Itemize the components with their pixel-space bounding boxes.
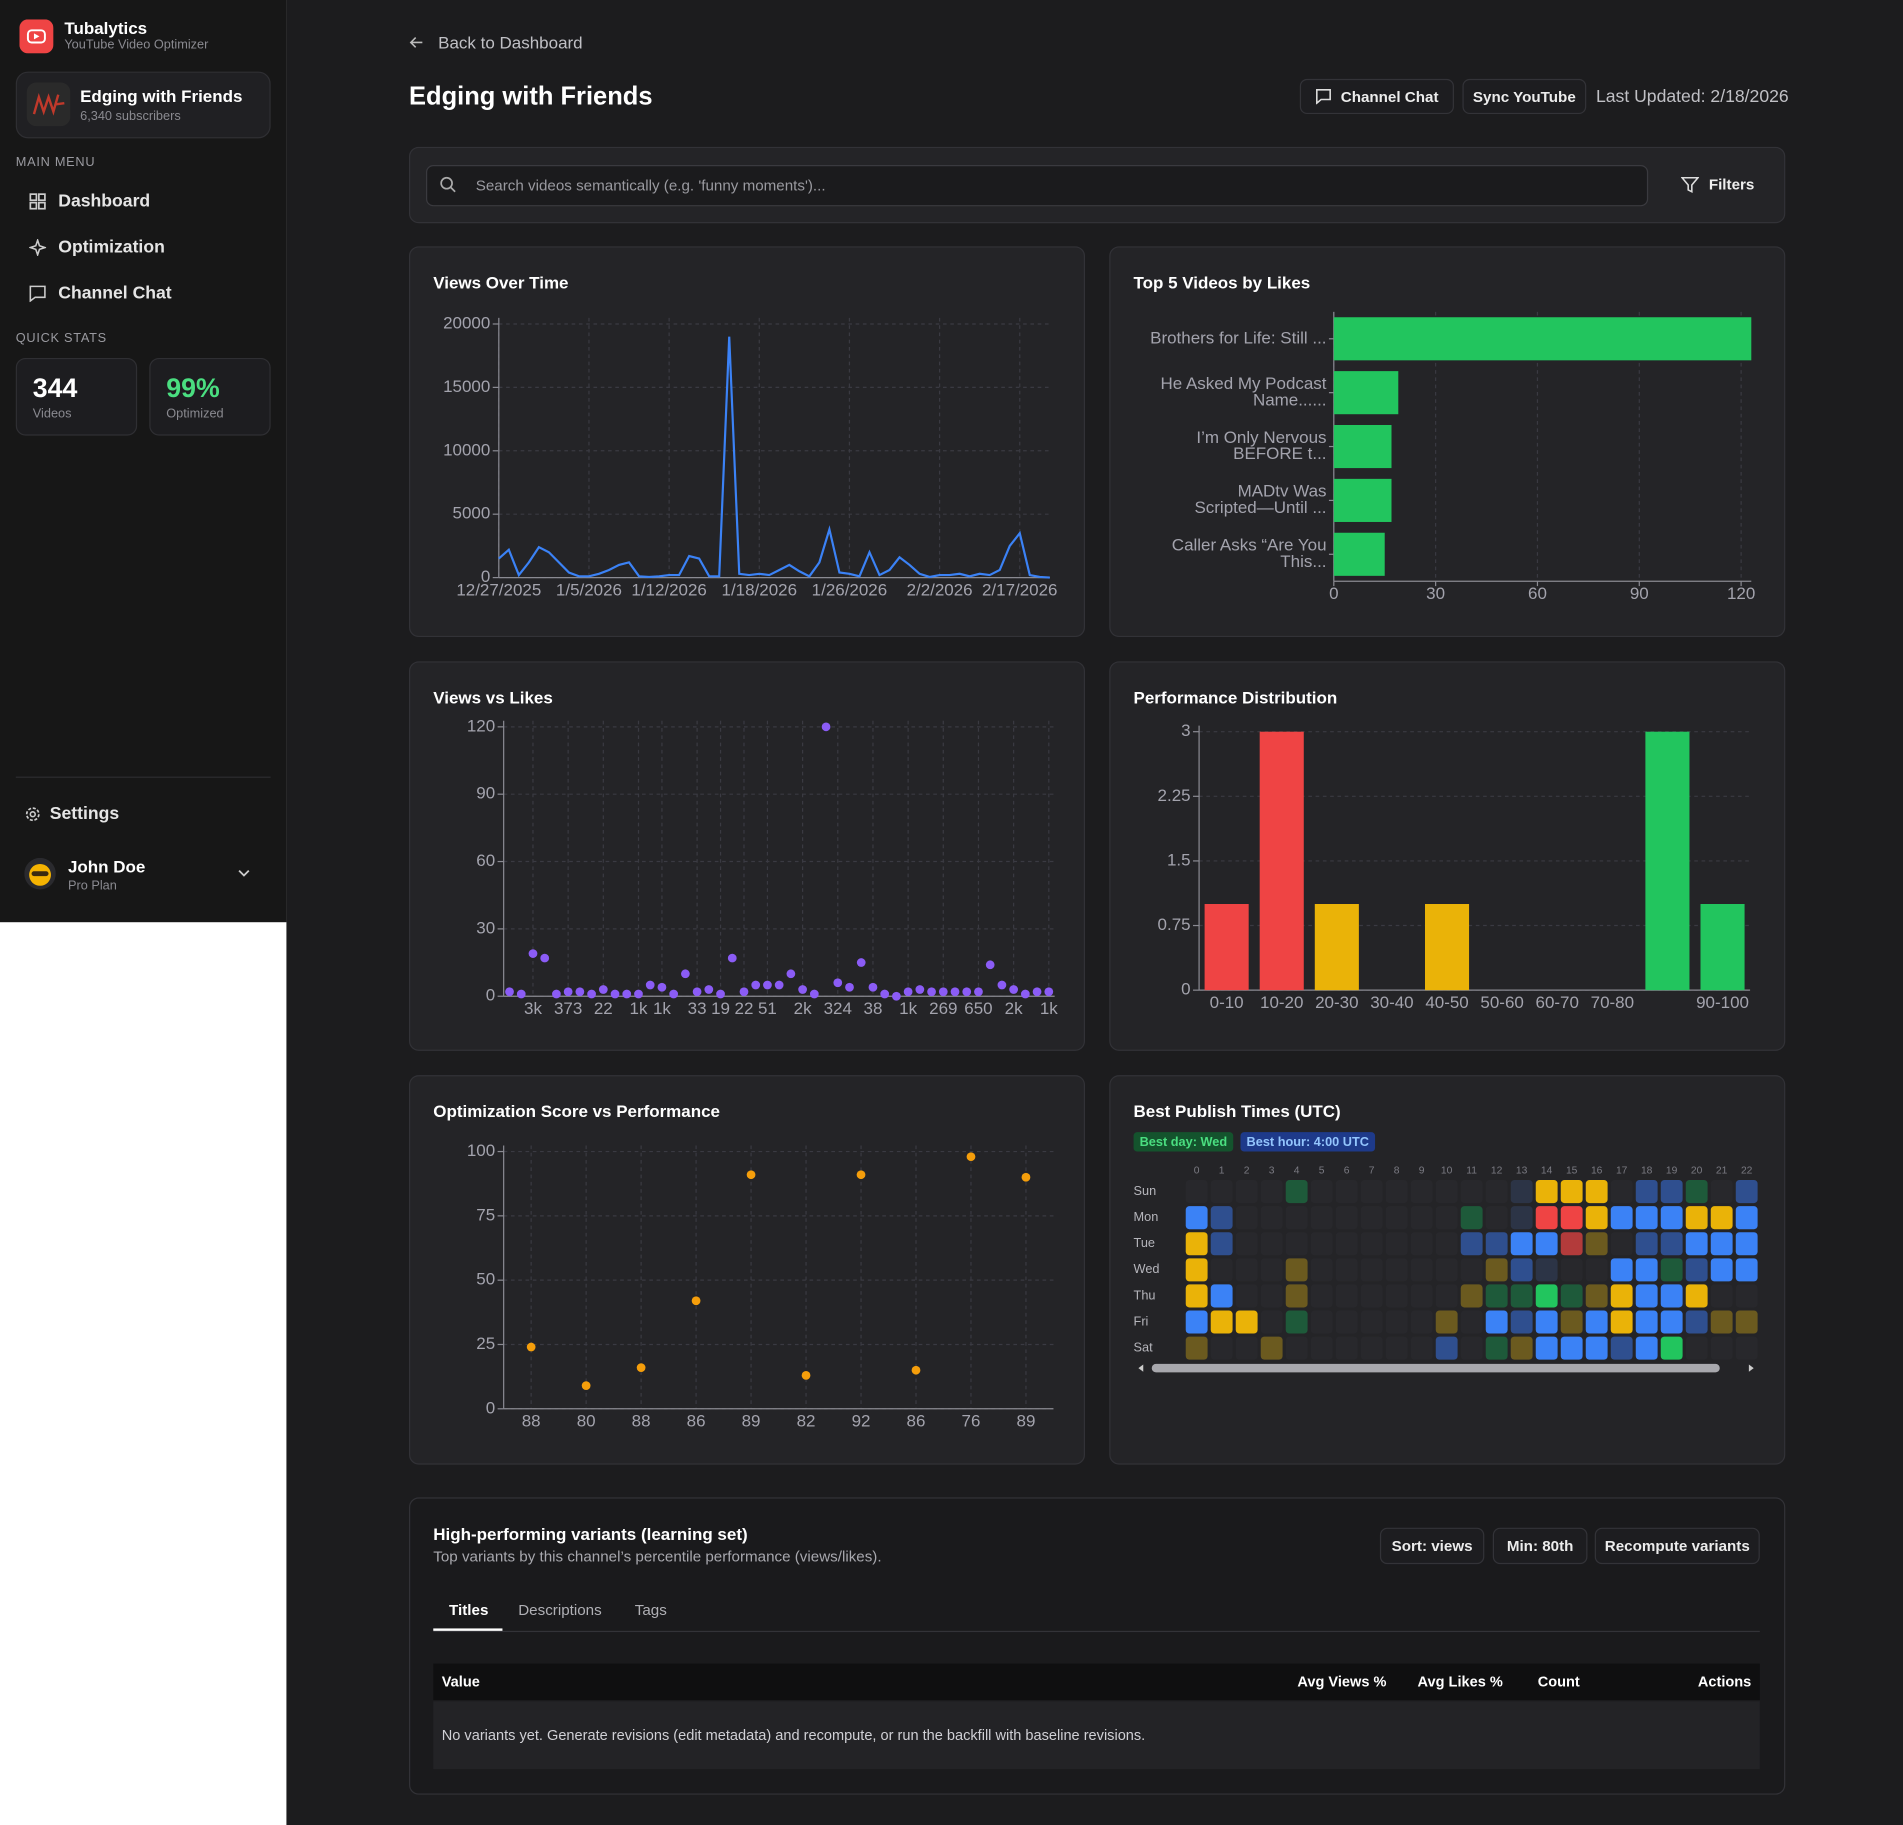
user-name: John Doe (67, 856, 146, 877)
column-header: Avg Likes % (1417, 1673, 1503, 1691)
sidebar (0, 0, 287, 923)
button-label: Sort: views (1391, 1537, 1473, 1555)
logo (19, 19, 54, 54)
brand-tagline: YouTube Video Optimizer (64, 37, 209, 53)
sync-button[interactable]: Sync YouTube (1462, 78, 1587, 115)
empty-message: No variants yet. Generate revisions (edi… (441, 1726, 1146, 1744)
stat-card (149, 357, 271, 436)
chart-card (1109, 1075, 1786, 1465)
channel-subscribers: 6,340 subscribers (80, 109, 181, 124)
channel-name: Edging with Friends (80, 86, 243, 106)
stat-value: 99% (166, 372, 220, 403)
stat-label: Optimized (166, 406, 224, 422)
last-updated: Last Updated: 2/18/2026 (1595, 87, 1789, 107)
tab-rule (433, 1630, 1760, 1633)
stats-heading: QUICK STATS (15, 331, 107, 346)
user-avatar (24, 857, 56, 890)
button-label: Recompute variants (1604, 1537, 1750, 1555)
stat-card (15, 357, 138, 436)
variants-title: High-performing variants (learning set) (433, 1524, 748, 1544)
tab[interactable]: Titles (449, 1601, 489, 1619)
column-header: Count (1537, 1673, 1580, 1691)
brand-name: Tubalytics (64, 18, 148, 38)
active-tab-underline (433, 1628, 503, 1631)
back-arrow (409, 37, 423, 48)
menu-item[interactable]: Optimization (58, 237, 165, 258)
recompute-button[interactable]: Recompute variants (1594, 1527, 1760, 1565)
settings-icon (25, 807, 40, 822)
menu-item[interactable]: Dashboard (58, 191, 151, 212)
chart-card (409, 661, 1086, 1051)
divider (15, 776, 271, 778)
page-title: Edging with Friends (409, 82, 653, 111)
chart-card (409, 1075, 1086, 1465)
chat-icon (1315, 89, 1331, 105)
variants-subtitle: Top variants by this channel’s percentil… (433, 1548, 882, 1566)
column-header: Value (441, 1673, 480, 1691)
sort-button[interactable]: Sort: views (1379, 1527, 1485, 1565)
button-label: Channel Chat (1340, 87, 1439, 105)
chat-icon (29, 285, 46, 303)
table-header (433, 1663, 1760, 1701)
back-link[interactable]: Back to Dashboard (438, 32, 583, 53)
column-header: Avg Views % (1297, 1673, 1387, 1691)
min-button[interactable]: Min: 80th (1492, 1527, 1588, 1565)
button-label: Min: 80th (1506, 1537, 1574, 1555)
menu-item[interactable]: Channel Chat (58, 283, 172, 304)
search-placeholder: Search videos semantically (e.g. 'funny … (475, 177, 826, 195)
user-plan: Pro Plan (67, 878, 117, 894)
chart-card (1109, 246, 1786, 638)
channel-chat-button[interactable]: Channel Chat (1299, 78, 1454, 115)
channel-avatar (26, 82, 71, 127)
button-label: Sync YouTube (1472, 87, 1576, 105)
user-menu-chevron[interactable] (238, 869, 250, 879)
stat-label: Videos (32, 406, 72, 422)
filters-button[interactable]: Filters (1708, 175, 1755, 193)
tab[interactable]: Descriptions (518, 1601, 602, 1619)
menu-heading: MAIN MENU (15, 155, 96, 170)
optimization-icon (29, 239, 47, 257)
settings-link[interactable]: Settings (49, 804, 120, 824)
search-icon (440, 176, 456, 193)
column-header: Actions (1697, 1673, 1752, 1691)
empty-row (433, 1701, 1760, 1770)
search-input[interactable] (425, 165, 1649, 207)
chart-card (409, 246, 1086, 638)
filter-icon (1680, 176, 1700, 193)
dashboard-icon (29, 193, 46, 210)
chart-card (1109, 661, 1786, 1051)
tab[interactable]: Tags (634, 1601, 667, 1619)
stat-value: 344 (32, 372, 78, 403)
